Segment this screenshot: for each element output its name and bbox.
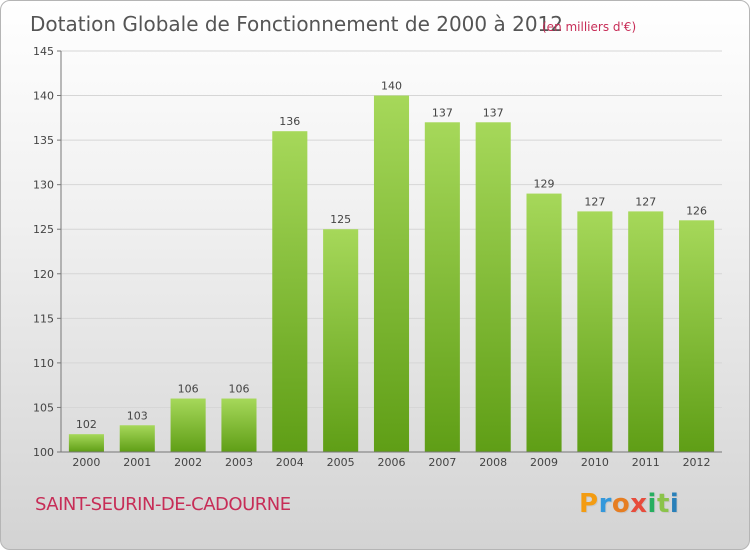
y-tick-label: 135 (33, 134, 54, 147)
bar (679, 220, 715, 452)
x-tick-label: 2002 (174, 456, 202, 469)
logo-letter: r (598, 489, 612, 519)
bar (628, 211, 664, 452)
x-tick-label: 2007 (428, 456, 456, 469)
bar-value-label: 102 (76, 418, 97, 431)
x-tick-label: 2004 (276, 456, 304, 469)
y-tick-label: 130 (33, 179, 54, 192)
logo-letter: i (669, 489, 680, 519)
x-tick-label: 2010 (581, 456, 609, 469)
logo-letter: x (630, 489, 648, 519)
chart-subtitle: (en milliers d'€) (542, 20, 636, 34)
y-tick-label: 120 (33, 268, 54, 281)
bar (170, 398, 206, 452)
y-tick-label: 105 (33, 401, 54, 414)
bar-value-label: 137 (483, 106, 504, 119)
bar (475, 122, 511, 453)
y-tick-label: 145 (33, 45, 54, 58)
x-tick-label: 2006 (378, 456, 406, 469)
y-tick-label: 140 (33, 90, 54, 103)
bar-value-label: 126 (686, 204, 707, 217)
bar (323, 229, 359, 452)
x-tick-label: 2003 (225, 456, 253, 469)
bar-value-label: 137 (432, 106, 453, 119)
logo-letter: t (656, 489, 670, 519)
bar-value-label: 106 (178, 383, 199, 396)
bar-value-label: 106 (228, 383, 249, 396)
x-tick-label: 2001 (123, 456, 151, 469)
bar-value-label: 125 (330, 213, 351, 226)
bar (424, 122, 460, 453)
bar-value-label: 136 (279, 115, 300, 128)
logo-letter: i (647, 489, 657, 519)
y-tick-label: 125 (33, 223, 54, 236)
proxiti-logo: Proxiti (579, 489, 679, 519)
y-tick-label: 110 (33, 357, 54, 370)
bar (577, 211, 613, 452)
y-tick-label: 100 (33, 446, 54, 459)
bar (68, 434, 104, 452)
x-tick-label: 2000 (72, 456, 100, 469)
chart-title: Dotation Globale de Fonctionnement de 20… (30, 12, 563, 36)
bar-value-label: 127 (635, 195, 656, 208)
logo-letter: o (611, 489, 631, 519)
bar-value-label: 127 (584, 195, 605, 208)
bar (272, 131, 308, 452)
x-tick-label: 2011 (632, 456, 660, 469)
bar (373, 95, 410, 453)
x-tick-label: 2012 (683, 456, 711, 469)
bar-value-label: 140 (381, 80, 402, 93)
logo-letter: P (579, 489, 599, 519)
axes-group: 100 105 110 115 120 125 130 135 140 145 2000 2001 20… (33, 45, 722, 469)
bar (119, 425, 155, 452)
x-tick-label: 2009 (530, 456, 558, 469)
x-tick-label: 2008 (479, 456, 507, 469)
city-name: SAINT-SEURIN-DE-CADOURNE (35, 494, 291, 515)
bar-value-label: 129 (534, 178, 555, 191)
y-tick-label: 115 (33, 312, 54, 325)
bars-group: 102 103 106 106 136 125 140 137 137 129 127 127 126 (68, 80, 715, 453)
bar-value-label: 103 (127, 409, 148, 422)
bar (221, 398, 257, 452)
x-tick-label: 2005 (327, 456, 355, 469)
bar (526, 193, 562, 453)
